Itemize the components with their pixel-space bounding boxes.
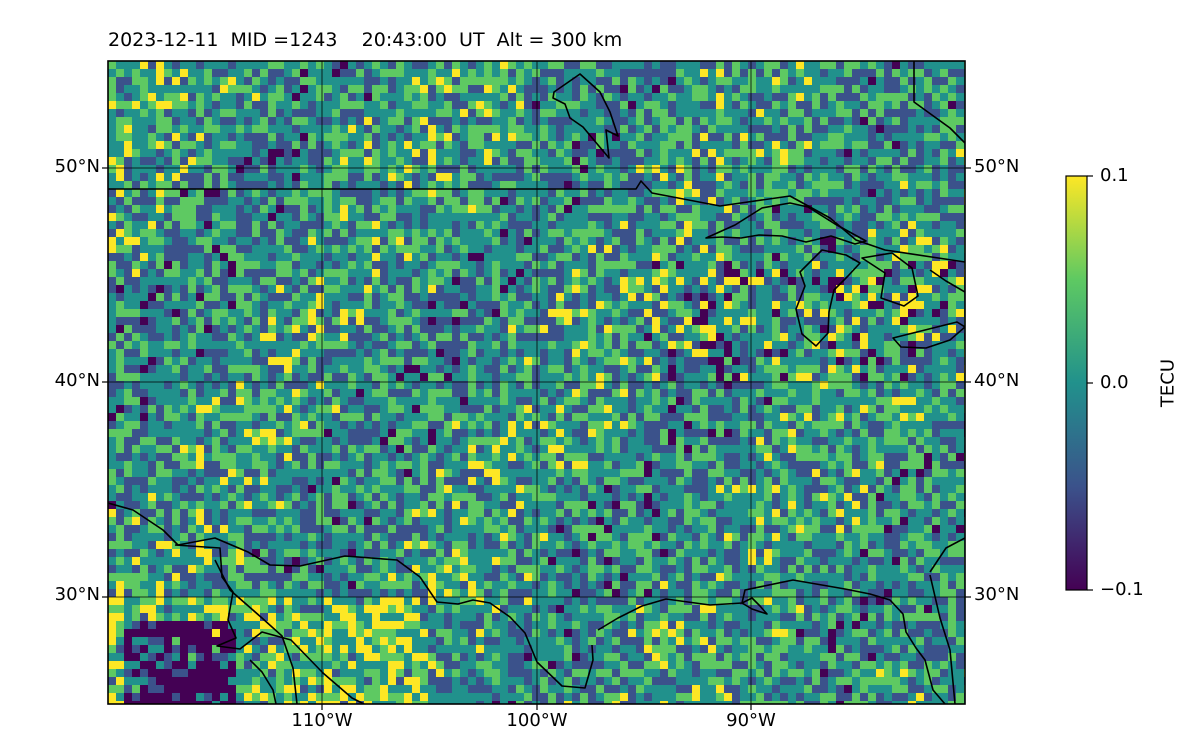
lake-michigan (795, 249, 861, 347)
lat-label-right-50n: 50°N (974, 156, 1020, 177)
figure-title: 2023-12-11 MID =1243 20:43:00 UT Alt = 3… (108, 29, 622, 51)
lake-erie (892, 321, 965, 349)
title-date: 2023-12-11 (108, 29, 219, 51)
florida-coast (929, 537, 965, 573)
us-canada-border (108, 180, 965, 263)
james-bay-island (552, 73, 619, 159)
sierra-madre-border (214, 559, 298, 704)
title-time: 20:43:00 UT (361, 29, 485, 51)
florida-gulf (929, 574, 956, 704)
coastlines (108, 61, 965, 704)
lat-label-left-30n: 30°N (54, 584, 100, 605)
lake-superior (705, 202, 867, 245)
axis-ticks (102, 167, 971, 710)
lat-label-left-40n: 40°N (54, 370, 100, 391)
lat-label-right-30n: 30°N (974, 584, 1020, 605)
lat-label-left-50n: 50°N (54, 156, 100, 177)
colorbar-min-label: −0.1 (1100, 579, 1144, 600)
lake-ontario-shore (929, 269, 965, 293)
colorbar (1065, 175, 1088, 591)
hudson-bay-coast (913, 61, 965, 144)
title-altitude: Alt = 300 km (496, 29, 623, 51)
mexico-mainland-coast (249, 659, 277, 704)
colorbar-axis-label: TECU (1157, 358, 1179, 408)
lat-label-right-40n: 40°N (974, 370, 1020, 391)
colorbar-ticks (1087, 175, 1093, 591)
lon-label-100w: 100°W (506, 710, 568, 731)
lon-label-90w: 90°W (726, 710, 776, 731)
title-mid: MID =1243 (230, 29, 338, 51)
baja-california-coast (174, 544, 365, 704)
lon-label-110w: 110°W (291, 710, 353, 731)
us-mexico-border (108, 502, 594, 689)
colorbar-max-label: 0.1 (1100, 165, 1129, 186)
lake-huron (861, 252, 919, 307)
colorbar-mid-label: 0.0 (1100, 372, 1129, 393)
tec-anomaly-field (108, 61, 965, 704)
graticule (108, 61, 965, 704)
gulf-coast (597, 579, 946, 704)
